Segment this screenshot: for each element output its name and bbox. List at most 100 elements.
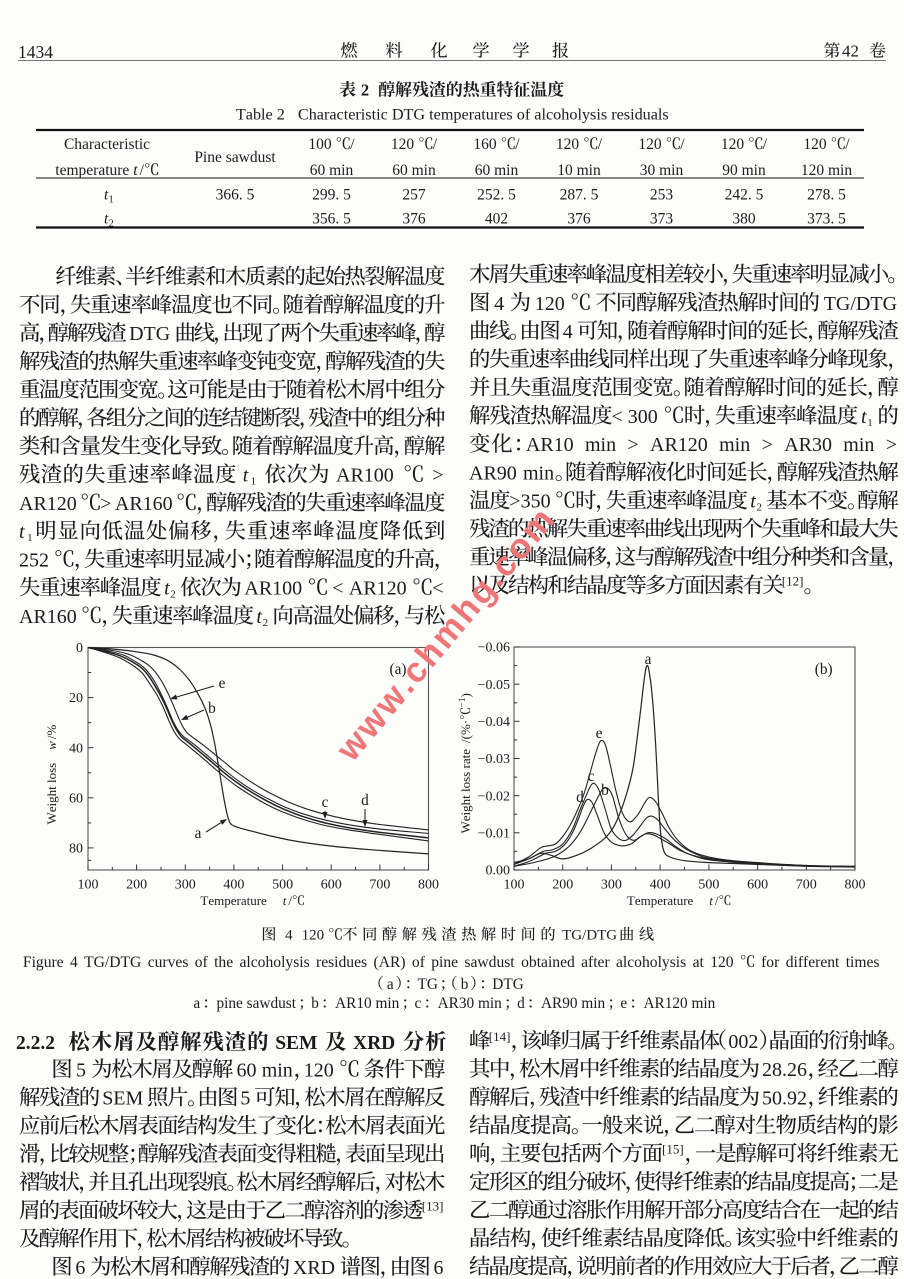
svg-text:SEM: SEM xyxy=(275,1033,317,1054)
svg-text:242. 5: 242. 5 xyxy=(725,187,764,204)
svg-text:4: 4 xyxy=(563,321,573,343)
svg-text:pine: pine xyxy=(431,954,458,971)
svg-text:a: a xyxy=(195,825,202,842)
svg-text:300: 300 xyxy=(175,878,196,893)
svg-text:TG/DTG: TG/DTG xyxy=(824,293,897,315)
svg-text:< 300: < 300 xyxy=(612,406,658,428)
svg-text:380: 380 xyxy=(732,211,756,228)
svg-text:60: 60 xyxy=(69,791,83,806)
svg-text:1: 1 xyxy=(867,417,873,429)
svg-text:120: 120 xyxy=(535,293,565,315)
svg-text:<: < xyxy=(432,578,443,600)
svg-text:Characteristic: Characteristic xyxy=(64,136,150,153)
svg-text:different: different xyxy=(786,954,840,971)
svg-text:200: 200 xyxy=(126,878,147,893)
svg-text:min: min xyxy=(523,462,554,484)
svg-text:after: after xyxy=(581,954,610,971)
svg-text:t: t xyxy=(133,162,138,179)
svg-text:for: for xyxy=(761,954,780,971)
svg-text:>: > xyxy=(100,493,111,515)
svg-text:253: 253 xyxy=(650,187,674,204)
svg-text:Pine sawdust: Pine sawdust xyxy=(194,149,276,166)
svg-text:4: 4 xyxy=(494,293,504,315)
svg-text:1: 1 xyxy=(27,532,32,544)
svg-text:120: 120 xyxy=(638,136,662,153)
svg-text:30 min: 30 min xyxy=(640,162,684,179)
svg-text:(b): (b) xyxy=(815,661,833,678)
svg-text:alcoholysis: alcoholysis xyxy=(616,954,686,971)
svg-text:alcoholysis: alcoholysis xyxy=(240,954,310,971)
svg-text:times: times xyxy=(846,954,880,971)
svg-text:278. 5: 278. 5 xyxy=(807,187,846,204)
svg-text:287. 5: 287. 5 xyxy=(560,187,599,204)
svg-text:b: b xyxy=(311,995,319,1012)
svg-text:120: 120 xyxy=(803,136,827,153)
svg-text:/%: /% xyxy=(44,724,59,739)
svg-text:a: a xyxy=(387,976,394,993)
svg-text:373: 373 xyxy=(650,211,674,228)
svg-text:/: / xyxy=(763,136,768,153)
svg-text:TG: TG xyxy=(418,976,438,993)
svg-text:b: b xyxy=(601,782,609,799)
svg-text:of: of xyxy=(412,954,426,971)
svg-text:50.92: 50.92 xyxy=(762,1087,807,1109)
svg-text:40: 40 xyxy=(69,741,83,756)
svg-text:(a): (a) xyxy=(390,661,407,678)
svg-text:Table 2: Table 2 xyxy=(236,106,285,124)
svg-text:5: 5 xyxy=(240,1088,250,1110)
svg-text:[15]: [15] xyxy=(662,1142,684,1157)
svg-text:t: t xyxy=(256,606,262,628)
svg-text:/(%·: /(%· xyxy=(458,720,473,743)
svg-text:AR120: AR120 xyxy=(19,493,77,515)
svg-text:42: 42 xyxy=(842,42,859,61)
svg-text:257: 257 xyxy=(402,187,426,204)
svg-text:376: 376 xyxy=(567,211,591,228)
svg-text:DTG: DTG xyxy=(492,976,523,993)
svg-text:sawdust: sawdust xyxy=(464,954,515,971)
svg-text:100: 100 xyxy=(504,878,525,893)
svg-text:>350: >350 xyxy=(509,491,550,513)
svg-text:(AR): (AR) xyxy=(374,954,406,971)
svg-text:XRD: XRD xyxy=(293,1257,335,1279)
svg-text:−1: −1 xyxy=(458,697,468,707)
svg-text:TG/DTG: TG/DTG xyxy=(84,954,141,971)
svg-text:−0.02: −0.02 xyxy=(478,789,510,804)
svg-text:500: 500 xyxy=(272,878,293,893)
svg-text:−0.06: −0.06 xyxy=(478,641,510,656)
svg-text:Weight loss: Weight loss xyxy=(44,763,59,825)
svg-text:−0.01: −0.01 xyxy=(478,826,510,841)
svg-text:160: 160 xyxy=(473,136,497,153)
svg-text:700: 700 xyxy=(796,878,817,893)
svg-text:800: 800 xyxy=(845,878,866,893)
svg-text:−0.03: −0.03 xyxy=(478,752,510,767)
svg-text:200: 200 xyxy=(552,878,573,893)
svg-text:700: 700 xyxy=(369,878,390,893)
svg-text:/: / xyxy=(350,136,355,153)
svg-text:2: 2 xyxy=(109,219,114,230)
svg-text:120: 120 xyxy=(302,928,325,944)
svg-text:/: / xyxy=(140,162,145,179)
svg-text:d: d xyxy=(361,792,369,809)
svg-text:2.2.2: 2.2.2 xyxy=(16,1033,55,1054)
svg-text:e: e xyxy=(620,995,627,1012)
svg-text:<: < xyxy=(332,578,343,600)
svg-text:[12]: [12] xyxy=(782,574,804,589)
svg-text:t: t xyxy=(104,187,109,204)
svg-text:t: t xyxy=(283,893,287,908)
svg-text:AR160: AR160 xyxy=(19,606,77,628)
svg-text:AR90 min: AR90 min xyxy=(541,995,606,1012)
svg-text:DTG: DTG xyxy=(129,323,170,345)
svg-text:obtained: obtained xyxy=(521,954,575,971)
svg-text:c: c xyxy=(415,995,422,1012)
svg-text:temperature: temperature xyxy=(55,162,129,179)
svg-text:Temperature: Temperature xyxy=(627,893,694,908)
svg-text:80: 80 xyxy=(69,842,83,857)
svg-text:4: 4 xyxy=(285,928,293,944)
svg-text:t: t xyxy=(750,491,756,513)
svg-text:residues: residues xyxy=(316,954,367,971)
svg-text:c: c xyxy=(322,794,329,811)
svg-text:t: t xyxy=(104,211,109,228)
svg-text:402: 402 xyxy=(485,211,508,228)
svg-text:min: min xyxy=(719,434,750,456)
svg-text:1: 1 xyxy=(251,476,257,488)
